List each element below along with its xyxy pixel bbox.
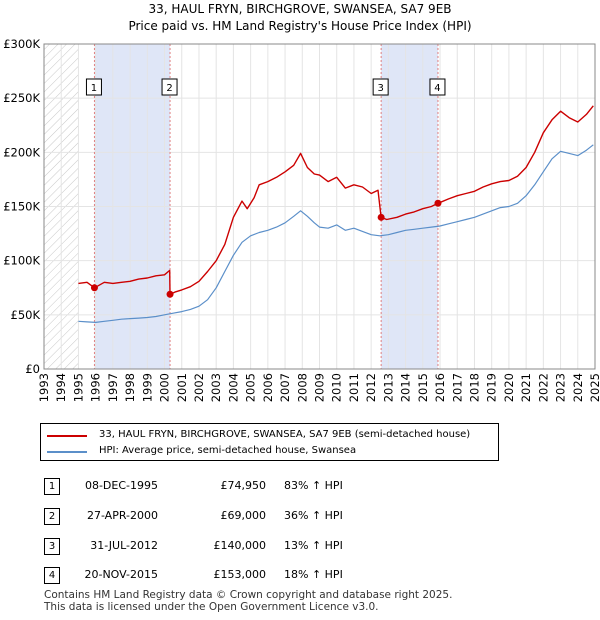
- legend-swatch-property: [47, 435, 87, 437]
- sale-number-badge: 1: [44, 478, 60, 495]
- sale-point: [434, 199, 442, 207]
- footer-licence: This data is licensed under the Open Gov…: [44, 601, 379, 613]
- x-tick-label: 2007: [278, 373, 292, 402]
- sale-label: 3: [377, 83, 383, 94]
- sale-label-box: [372, 78, 389, 96]
- sale-point: [377, 213, 385, 221]
- x-tick-label: 2002: [192, 373, 206, 402]
- sale-price: £140,000: [213, 539, 267, 552]
- x-tick-label: 2012: [364, 373, 378, 402]
- chart-title-line2: Price paid vs. HM Land Registry's House …: [128, 19, 472, 33]
- x-tick-label: 2024: [571, 373, 585, 402]
- y-tick-label: £200K: [3, 145, 40, 159]
- sale-label-box: [85, 78, 102, 96]
- sale-number-badge: 2: [44, 508, 60, 525]
- legend: 33, HAUL FRYN, BIRCHGROVE, SWANSEA, SA7 …: [40, 423, 499, 461]
- y-tick-label: £250K: [3, 91, 40, 105]
- sale-date: 20-NOV-2015: [84, 568, 158, 581]
- x-tick-label: 2025: [588, 373, 600, 402]
- sale-label: 1: [91, 83, 97, 94]
- x-tick-label: 2014: [399, 373, 413, 402]
- legend-label-property: 33, HAUL FRYN, BIRCHGROVE, SWANSEA, SA7 …: [99, 429, 471, 440]
- sale-hpi-change: 13% ↑ HPI: [284, 539, 343, 552]
- x-tick-label: 2023: [554, 373, 568, 402]
- x-tick-label: 2010: [330, 373, 344, 402]
- legend-swatch-hpi: [47, 451, 87, 453]
- sale-label: 4: [434, 83, 440, 94]
- footer-copyright: Contains HM Land Registry data © Crown c…: [44, 589, 453, 601]
- sale-price: £74,950: [220, 479, 267, 492]
- sale-hpi-change: 83% ↑ HPI: [284, 479, 343, 492]
- x-tick-label: 2009: [313, 373, 327, 402]
- sale-date: 31-JUL-2012: [90, 539, 158, 552]
- sale-date: 27-APR-2000: [86, 509, 158, 522]
- sale-label-box: [429, 78, 446, 96]
- x-tick-label: 2011: [347, 373, 361, 402]
- x-tick-label: 2018: [467, 373, 481, 402]
- y-tick-label: £50K: [11, 308, 41, 322]
- sale-label: 2: [166, 83, 172, 94]
- legend-label-hpi: HPI: Average price, semi-detached house,…: [99, 445, 357, 456]
- sale-number-badge: 3: [44, 538, 60, 555]
- x-tick-label: 2021: [519, 373, 533, 402]
- x-tick-label: 2008: [295, 373, 309, 402]
- x-tick-label: 2006: [261, 373, 275, 402]
- x-tick-label: 1993: [37, 373, 51, 402]
- x-tick-label: 1997: [106, 373, 120, 402]
- x-tick-label: 2019: [485, 373, 499, 402]
- chart-title-line1: 33, HAUL FRYN, BIRCHGROVE, SWANSEA, SA7 …: [148, 2, 452, 16]
- x-tick-label: 2022: [536, 373, 550, 402]
- x-tick-label: 2017: [450, 373, 464, 402]
- x-tick-label: 2013: [381, 373, 395, 402]
- sale-label-box: [161, 78, 178, 96]
- x-tick-label: 2015: [416, 373, 430, 402]
- series-line-property: [78, 105, 594, 295]
- sale-price: £153,000: [213, 568, 267, 581]
- y-tick-label: £100K: [3, 254, 40, 268]
- sale-point: [166, 290, 174, 298]
- plot-border: [43, 43, 596, 370]
- sale-price: £69,000: [220, 509, 267, 522]
- x-tick-label: 1994: [54, 373, 68, 402]
- x-tick-label: 2003: [209, 373, 223, 402]
- x-tick-label: 2004: [226, 373, 240, 402]
- sale-hpi-change: 36% ↑ HPI: [284, 509, 343, 522]
- x-tick-label: 1996: [89, 373, 103, 402]
- sale-number-badge: 4: [44, 567, 60, 584]
- x-tick-label: 2016: [433, 373, 447, 402]
- sale-date: 08-DEC-1995: [84, 479, 158, 492]
- y-tick-label: £0: [25, 362, 40, 376]
- y-tick-label: £150K: [3, 200, 40, 214]
- x-tick-label: 1995: [71, 373, 85, 402]
- x-tick-label: 2005: [244, 373, 258, 402]
- x-tick-label: 2020: [502, 373, 516, 402]
- y-tick-label: £300K: [3, 37, 40, 51]
- x-tick-label: 2001: [175, 373, 189, 402]
- series-line-hpi: [78, 144, 594, 323]
- x-tick-label: 1999: [140, 373, 154, 402]
- x-tick-label: 2000: [158, 373, 172, 402]
- x-tick-label: 1998: [123, 373, 137, 402]
- sale-point: [90, 284, 98, 292]
- sale-hpi-change: 18% ↑ HPI: [284, 568, 343, 581]
